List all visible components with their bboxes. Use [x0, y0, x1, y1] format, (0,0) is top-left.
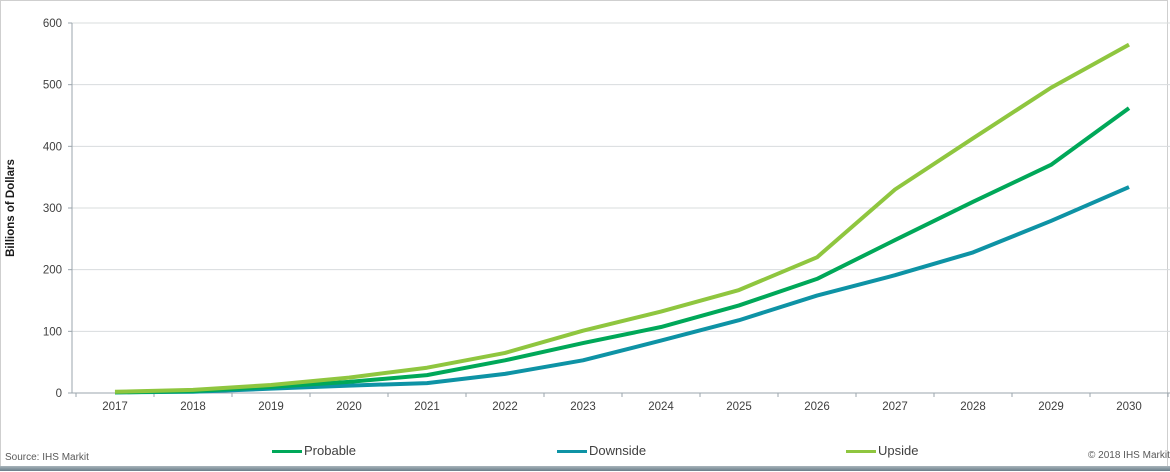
- downside-line-swatch-icon: [557, 449, 587, 453]
- x-tick-label-2029: 2029: [1038, 401, 1064, 413]
- x-tick-label-2025: 2025: [726, 401, 752, 413]
- legend-item-probable: Probable: [272, 444, 356, 458]
- y-tick-label-500: 500: [43, 80, 62, 92]
- series-line-probable: [114, 106, 1131, 395]
- series-line-downside: [114, 185, 1130, 395]
- y-tick-label-600: 600: [43, 18, 62, 30]
- y-tick-label-0: 0: [56, 388, 62, 400]
- x-tick-label-2018: 2018: [180, 401, 206, 413]
- series-line-upside: [114, 42, 1130, 394]
- upside-line-swatch-icon: [846, 449, 876, 453]
- x-tick-label-2027: 2027: [882, 401, 908, 413]
- x-tick-label-2024: 2024: [648, 401, 674, 413]
- x-tick-label-2023: 2023: [570, 401, 596, 413]
- x-tick-label-2021: 2021: [414, 401, 440, 413]
- x-tick-label-2019: 2019: [258, 401, 284, 413]
- legend-label-upside: Upside: [878, 443, 919, 458]
- y-tick-label-300: 300: [43, 203, 62, 215]
- y-axis-title: Billions of Dollars: [5, 159, 17, 257]
- y-tick-label-100: 100: [43, 326, 62, 338]
- footer-accent-bar: [0, 466, 1170, 471]
- x-tick-label-2017: 2017: [102, 401, 128, 413]
- x-tick-label-2026: 2026: [804, 401, 830, 413]
- x-tick-label-2028: 2028: [960, 401, 986, 413]
- y-tick-label-200: 200: [43, 265, 62, 277]
- source-attribution: Source: IHS Markit: [5, 452, 89, 463]
- legend-label-downside: Downside: [589, 443, 647, 458]
- x-tick-label-2030: 2030: [1116, 401, 1142, 413]
- legend-label-probable: Probable: [304, 443, 357, 458]
- probable-line-swatch-icon: [272, 449, 302, 453]
- legend-item-downside: Downside: [557, 444, 646, 458]
- copyright-notice: © 2018 IHS Markit: [1088, 450, 1170, 461]
- y-tick-label-400: 400: [43, 141, 62, 153]
- x-tick-label-2020: 2020: [336, 401, 362, 413]
- x-tick-label-2022: 2022: [492, 401, 518, 413]
- legend-item-upside: Upside: [846, 444, 918, 458]
- forecast-line-chart: 0 100 200 300 400 500 600 2017 2018 2019 2020 2021 2…: [5, 18, 1170, 413]
